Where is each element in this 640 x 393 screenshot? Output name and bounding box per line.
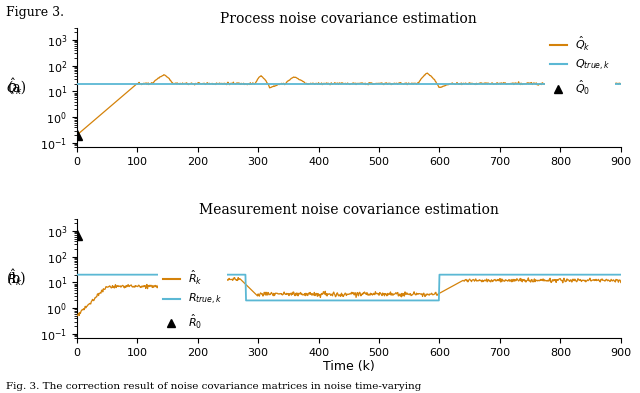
Text: Fig. 3. The correction result of noise covariance matrices in noise time-varying: Fig. 3. The correction result of noise c…	[6, 382, 422, 391]
Title: Measurement noise covariance estimation: Measurement noise covariance estimation	[199, 204, 499, 217]
Y-axis label: $\hat{Q}_k$: $\hat{Q}_k$	[6, 77, 24, 97]
X-axis label: Time (k): Time (k)	[323, 360, 374, 373]
Legend: $\hat{R}_k$, $R_{true,k}$, $\hat{R}_0$: $\hat{R}_k$, $R_{true,k}$, $\hat{R}_0$	[158, 264, 227, 336]
Title: Process noise covariance estimation: Process noise covariance estimation	[220, 12, 477, 26]
Text: (b): (b)	[7, 271, 27, 285]
Text: (a): (a)	[8, 80, 26, 94]
Y-axis label: $\hat{R}_k$: $\hat{R}_k$	[7, 268, 23, 288]
Text: Figure 3.: Figure 3.	[6, 6, 65, 19]
Legend: $\hat{Q}_k$, $Q_{true,k}$, $\hat{Q}_0$: $\hat{Q}_k$, $Q_{true,k}$, $\hat{Q}_0$	[545, 30, 615, 101]
